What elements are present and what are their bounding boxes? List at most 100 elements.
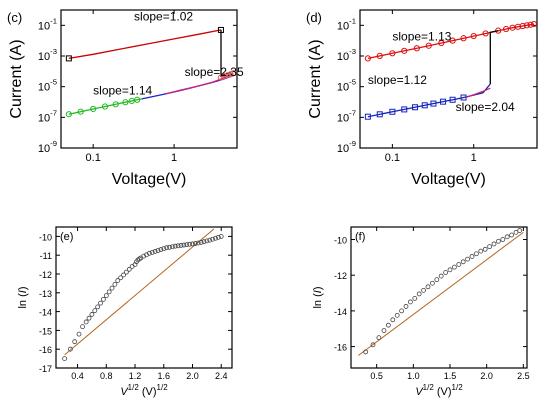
data-point [370,342,376,348]
data-point [401,106,408,113]
data-point [429,280,435,286]
y-tick-label: -14 [334,307,347,317]
x-tick-label: 2.4 [215,371,228,381]
data-point [92,308,98,314]
data-point [103,293,109,299]
y-tick-label: 10-1 [38,16,57,32]
y-tick-label: 10-3 [38,47,57,63]
data-point [184,242,190,248]
data-point [389,108,396,115]
data-point [482,246,488,252]
data-point [425,284,431,290]
y-tick-label: -10 [39,232,52,242]
data-point [389,50,396,57]
data-point [217,74,225,81]
y-axis-label: ln (I) [312,286,324,308]
panel-label: (e) [60,231,73,243]
slope-annotation: slope=2.04 [456,100,515,114]
data-point [385,322,391,328]
data-point [425,42,432,49]
data-point [76,331,82,337]
data-point [101,103,109,110]
data-point [67,346,73,352]
data-point [430,100,437,107]
data-point [224,72,231,79]
fit-line [64,228,215,356]
data-point [62,356,68,362]
data-point [413,45,420,52]
x-tick-label: 0.1 [86,152,101,164]
data-point [149,249,155,255]
x-axis-label: V1/2 (V)1/2 [415,383,463,398]
panel-e: (e) 0.4 0.8 1.2 1.6 2.0 2.4 -17 -16 -15 -14 -13 -12 -… [17,226,233,398]
data-point [210,236,216,242]
data-point [469,254,475,259]
data-point [449,37,456,44]
data-point [456,262,462,267]
data-point [101,296,106,302]
data-point [198,240,204,245]
x-tick-label: 1 [471,152,477,164]
data-point [112,101,119,108]
data-point [482,30,489,37]
x-tick-label: 2.5 [517,371,530,381]
data-point [451,264,457,270]
data-point [227,71,234,78]
data-point [449,96,456,103]
y-tick-label: -15 [39,326,52,336]
data-point [364,113,371,120]
data-point [190,241,195,247]
x-tick-label: 2.0 [186,371,199,381]
data-point [530,21,538,28]
data-point [126,266,132,272]
data-point [527,21,534,28]
data-point [438,273,444,279]
data-point [122,99,129,106]
x-tick-label: 1 [171,152,177,164]
data-point [407,299,413,305]
plot-frame [350,226,528,369]
data-point [364,55,371,62]
y-tick-label: -11 [40,251,52,261]
data-point [89,312,95,317]
data-point [132,262,138,268]
data-point [478,248,484,254]
data-point [134,96,141,103]
data-point [440,98,447,105]
data-point [141,253,147,259]
data-point [401,47,408,54]
slope-annotation: slope=1.02 [134,10,193,24]
plot-frame [60,9,238,149]
data-point [218,233,224,239]
data-point [394,312,400,318]
y-tick-label: -16 [334,343,347,353]
data-point [164,245,170,251]
data-point [158,247,164,252]
panel-label: (c) [7,10,22,25]
x-tick-label: 1.2 [129,371,142,381]
data-point [447,267,453,273]
data-point [502,25,510,33]
series-line [68,29,222,60]
x-tick-label: 0.4 [71,371,84,381]
data-point [80,324,85,330]
y-axis-label: ln (I) [17,286,29,308]
data-point [390,317,396,323]
data-point [213,235,218,241]
y-tick-label: 10-7 [337,108,356,124]
data-point [181,242,187,248]
data-point [115,278,121,283]
data-point [175,243,181,249]
y-tick-label: 10-5 [38,78,57,94]
slope-annotation: slope=1.14 [93,84,152,98]
y-tick-label: -17 [39,364,52,374]
data-point [399,308,405,314]
panel-f: (f) 0.5 1.0 1.5 2.0 2.5 -16 -14 -12 -10 V1/2 (V)1/… [312,226,530,398]
y-tick-label: -14 [39,308,52,318]
y-tick-label: -10 [334,235,347,245]
data-point [230,70,237,77]
data-point [487,244,493,250]
data-point [412,104,419,111]
data-point [195,240,201,246]
